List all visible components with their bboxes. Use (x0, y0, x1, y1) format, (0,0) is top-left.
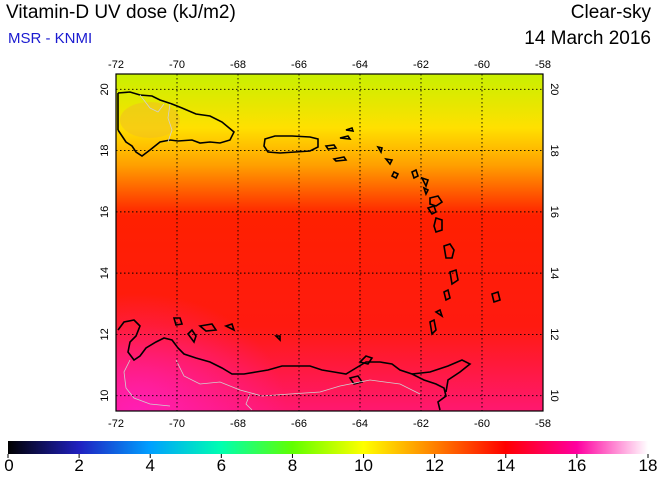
lon-tick-label-top: -70 (169, 59, 185, 71)
longitude-labels-bottom: -72 -70 -68 -66 -64 -62 -60 -58 (108, 418, 551, 430)
lat-tick-label-left: 10 (99, 390, 111, 402)
lon-tick-label-bottom: -72 (108, 418, 124, 430)
colorbar-label: 14 (496, 456, 516, 475)
south-america-coast (117, 319, 447, 411)
hispaniola-outline (117, 91, 235, 157)
lat-tick-label-right: 20 (548, 83, 560, 95)
source-label: MSR - KNMI (8, 30, 93, 47)
uv-field (116, 74, 543, 411)
lat-tick-label-right: 10 (548, 390, 560, 402)
longitude-labels-top: -72 -70 -68 -66 -64 -62 -60 -58 (108, 59, 551, 71)
colorbar (8, 441, 648, 454)
latitude-labels-left: 10 12 14 16 18 20 (99, 83, 111, 402)
lon-tick-label-bottom: -62 (413, 418, 429, 430)
colorbar-label: 2 (74, 456, 84, 475)
lat-tick-label-left: 20 (99, 83, 111, 95)
graticule (116, 74, 543, 411)
lat-tick-label-right: 16 (548, 206, 560, 218)
lat-tick-label-left: 12 (99, 328, 111, 340)
coastlines (117, 91, 501, 411)
latitude-labels-right: 10 12 14 16 18 20 (548, 83, 560, 402)
colorbar-label: 4 (145, 456, 155, 475)
lon-tick-label-top: -60 (474, 59, 490, 71)
lon-tick-label-bottom: -68 (230, 418, 246, 430)
lon-tick-label-top: -64 (352, 59, 368, 71)
colorbar-label: 10 (354, 456, 374, 475)
lat-tick-label-right: 18 (548, 144, 560, 156)
lon-tick-label-top: -62 (413, 59, 429, 71)
lat-tick-label-left: 14 (99, 267, 111, 279)
colorbar-label: 8 (287, 456, 298, 475)
country-borders (123, 94, 421, 411)
colorbar-ticks (7, 454, 649, 458)
lon-tick-label-bottom: -66 (291, 418, 307, 430)
colorbar-label: 0 (4, 456, 14, 475)
map-title: Vitamin-D UV dose (kJ/m2) (6, 2, 236, 23)
colorbar-label: 12 (425, 456, 445, 475)
lon-tick-label-top: -66 (291, 59, 307, 71)
lon-tick-label-top: -68 (230, 59, 246, 71)
lon-tick-label-bottom: -64 (352, 418, 368, 430)
condition-label: Clear-sky (570, 2, 651, 23)
map-frame (115, 73, 544, 412)
lon-tick-label-bottom: -70 (169, 418, 185, 430)
puerto-rico-outline (263, 135, 319, 154)
lat-tick-label-right: 12 (548, 328, 560, 340)
lon-tick-label-bottom: -60 (474, 418, 490, 430)
colorbar-label: 6 (216, 456, 227, 475)
colorbar-label: 18 (638, 456, 658, 475)
lon-tick-label-top: -72 (108, 59, 124, 71)
lat-tick-label-left: 18 (99, 144, 111, 156)
date-label: 14 March 2016 (524, 28, 651, 49)
lat-tick-label-left: 16 (99, 206, 111, 218)
lon-tick-label-top: -58 (535, 59, 551, 71)
lat-tick-label-right: 14 (548, 267, 560, 279)
colorbar-label: 16 (567, 456, 587, 475)
lon-tick-label-bottom: -58 (535, 418, 551, 430)
